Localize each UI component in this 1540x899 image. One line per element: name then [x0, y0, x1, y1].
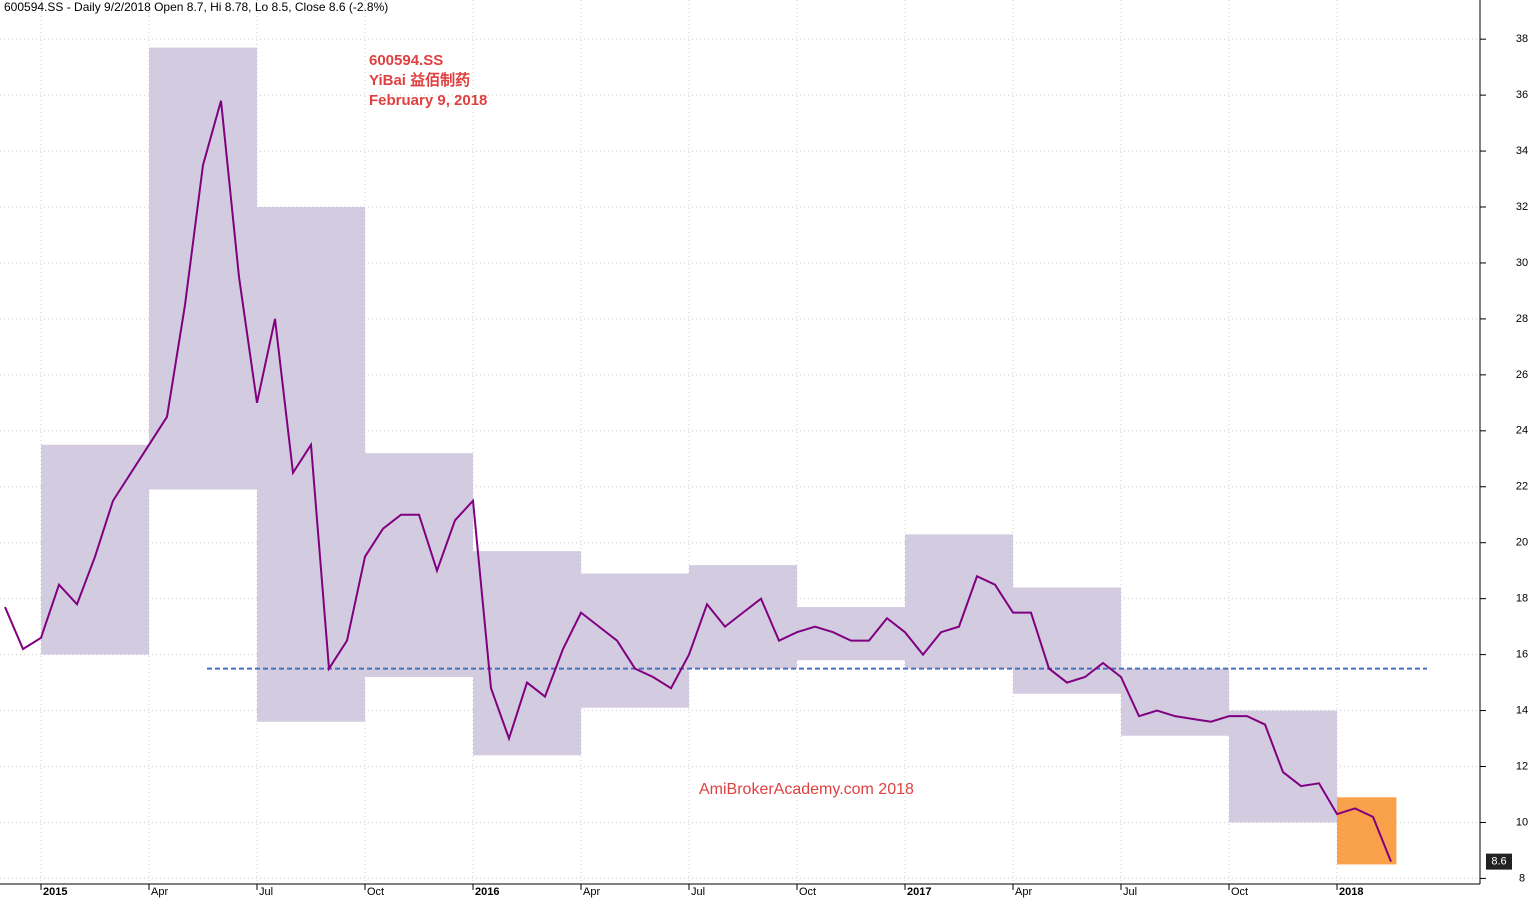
x-tick-label: Jul	[259, 886, 273, 898]
y-tick-label: 24	[1516, 425, 1528, 437]
y-tick-label: 8	[1519, 872, 1525, 884]
chart-title: 600594.SS - Daily 9/2/2018 Open 8.7, Hi …	[4, 0, 388, 14]
last-price-label: 8.6	[1491, 856, 1506, 868]
y-tick-label: 32	[1516, 201, 1528, 213]
x-tick-label: Jul	[1123, 886, 1137, 898]
y-tick-label: 28	[1516, 313, 1528, 325]
range-box	[257, 207, 365, 722]
y-tick-label: 16	[1516, 649, 1528, 661]
range-box	[581, 573, 689, 708]
x-tick-label: Apr	[583, 886, 600, 898]
range-box	[1337, 797, 1397, 865]
y-tick-label: 30	[1516, 257, 1528, 269]
range-box	[1121, 668, 1229, 736]
y-tick-label: 38	[1516, 33, 1528, 45]
x-tick-label: Apr	[151, 886, 168, 898]
last-price-box	[1486, 853, 1512, 870]
price-line	[4, 100, 1392, 862]
range-box	[1229, 710, 1337, 823]
x-tick-label: 2015	[43, 886, 67, 898]
range-box	[41, 444, 149, 655]
x-tick-label: Oct	[367, 886, 384, 898]
y-tick-label: 18	[1516, 593, 1528, 605]
range-box	[905, 534, 1013, 669]
y-tick-label: 36	[1516, 89, 1528, 101]
annotation: 600594.SS	[369, 52, 443, 69]
x-tick-label: Jul	[691, 886, 705, 898]
x-tick-label: Oct	[1231, 886, 1248, 898]
y-tick-label: 14	[1516, 704, 1528, 716]
x-tick-label: 2018	[1339, 886, 1363, 898]
y-tick-label: 10	[1516, 816, 1528, 828]
range-box	[1013, 587, 1121, 694]
annotation: YiBai 益佰制药	[369, 71, 470, 89]
range-box	[365, 453, 473, 677]
x-tick-label: Oct	[799, 886, 816, 898]
watermark: AmiBrokerAcademy.com 2018	[699, 781, 914, 798]
y-tick-label: 22	[1516, 481, 1528, 493]
y-tick-label: 12	[1516, 760, 1528, 772]
x-tick-label: 2016	[475, 886, 499, 898]
y-tick-label: 26	[1516, 369, 1528, 381]
range-box	[797, 607, 905, 661]
y-tick-label: 20	[1516, 537, 1528, 549]
y-tick-label: 34	[1516, 145, 1528, 157]
annotation: February 9, 2018	[369, 92, 487, 109]
range-box	[473, 551, 581, 756]
range-box	[689, 565, 797, 669]
x-tick-label: Apr	[1015, 886, 1032, 898]
range-box	[149, 47, 257, 490]
x-tick-label: 2017	[907, 886, 931, 898]
